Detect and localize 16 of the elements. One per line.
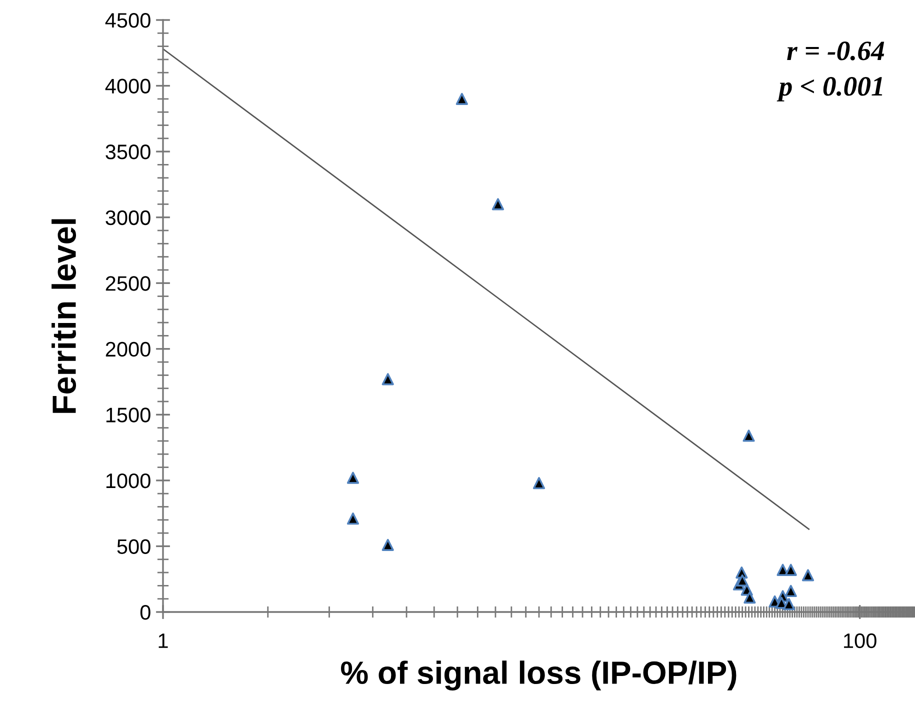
y-tick-label: 3000 — [106, 210, 150, 226]
y-tick-label: 500 — [117, 539, 150, 554]
x-tick-label: 100 — [844, 633, 876, 648]
y-tick-label: 2500 — [106, 276, 150, 291]
x-tick-label: 1 — [158, 634, 168, 648]
y-tick-label: 3500 — [106, 144, 150, 160]
y-axis-title: Ferritin level — [52, 219, 76, 413]
y-tick-label: 4000 — [105, 78, 150, 94]
annotation: p < 0.001 — [776, 77, 882, 102]
annotation: r = -0.64 — [787, 42, 884, 60]
y-tick-label: 4500 — [105, 13, 150, 28]
y-tick-label: 1000 — [106, 473, 150, 488]
y-tick-label: 2000 — [106, 342, 150, 357]
x-axis-title: % of signal loss (IP-OP/IP) — [341, 660, 736, 691]
y-tick-label: 1500 — [106, 408, 150, 422]
y-tick-label: 0 — [140, 605, 150, 620]
